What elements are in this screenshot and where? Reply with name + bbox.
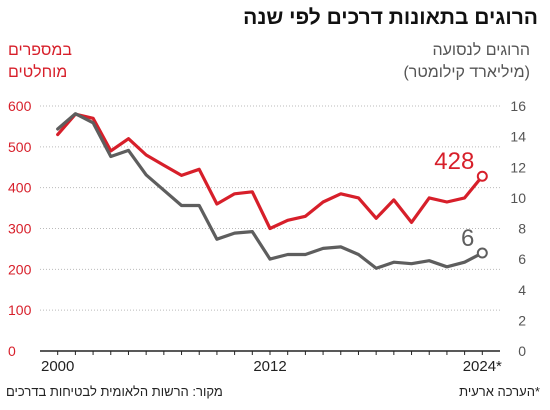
right-tick-label: 4: [518, 282, 526, 298]
right-axis-label-line2: (מיליארד קילומטר): [403, 64, 530, 81]
left-tick-label: 0: [8, 343, 16, 359]
x-tick-label: 2012: [253, 358, 286, 375]
endpoint-marker-rate: [476, 247, 488, 259]
left-axis-label-line1: במספרים: [8, 42, 72, 59]
x-tick-label: 2024*: [463, 358, 502, 375]
left-axis-label-line2: מוחלטים: [8, 64, 68, 81]
endpoint-label-rate: 6: [461, 225, 474, 252]
right-axis-label-line1: הרוגים לנסועה: [432, 42, 530, 59]
right-tick-label: 8: [518, 221, 526, 237]
chart-title: הרוגים בתאונות דרכים לפי שנה: [243, 6, 538, 29]
right-axis-label: הרוגים לנסועה (מיליארד קילומטר): [380, 40, 530, 84]
right-tick-label: 6: [518, 251, 526, 267]
left-tick-label: 500: [8, 139, 32, 155]
endpoint-marker-absolute: [476, 170, 488, 182]
left-tick-label: 100: [8, 302, 32, 318]
x-tick-label: 2000: [41, 358, 74, 375]
endpoint-label-absolute: 428: [434, 148, 474, 175]
left-axis-label: במספרים מוחלטים: [8, 40, 98, 84]
right-tick-label: 2: [518, 312, 526, 328]
left-tick-label: 200: [8, 261, 32, 277]
right-tick-label: 10: [510, 190, 526, 206]
left-tick-label: 300: [8, 221, 32, 237]
series-line-rate: [56, 112, 484, 270]
right-tick-label: 14: [510, 129, 526, 145]
footnote: *הערכה ארעית: [459, 384, 540, 399]
right-tick-label: 12: [510, 159, 526, 175]
source-note: מקור: הרשות הלאומית לבטיחות בדרכים: [6, 384, 223, 399]
right-tick-label: 0: [518, 343, 526, 359]
left-tick-label: 600: [8, 98, 32, 114]
left-tick-label: 400: [8, 180, 32, 196]
right-tick-label: 16: [510, 98, 526, 114]
series-line-absolute: [56, 112, 484, 231]
